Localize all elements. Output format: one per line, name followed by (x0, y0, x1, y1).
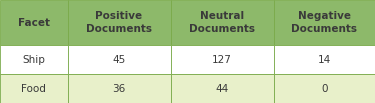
Bar (274, 74, 375, 103)
Text: Positive
Documents: Positive Documents (86, 11, 152, 34)
Text: 127: 127 (212, 55, 232, 65)
Bar (171, 45, 274, 74)
Bar (0, 45, 68, 74)
Text: 36: 36 (112, 84, 126, 94)
Bar (0, 74, 68, 103)
Text: 0: 0 (321, 84, 328, 94)
Bar (274, 45, 375, 74)
Text: 45: 45 (112, 55, 126, 65)
Bar (0, 0, 68, 45)
Bar (274, 0, 375, 45)
Bar (171, 0, 274, 45)
Text: 14: 14 (318, 55, 331, 65)
Bar (68, 74, 171, 103)
Text: 44: 44 (216, 84, 229, 94)
Text: Facet: Facet (18, 18, 50, 28)
Text: Negative
Documents: Negative Documents (291, 11, 357, 34)
Text: Neutral
Documents: Neutral Documents (189, 11, 255, 34)
Bar (68, 45, 171, 74)
Bar (171, 74, 274, 103)
Bar (68, 0, 171, 45)
Text: Food: Food (21, 84, 46, 94)
Text: Ship: Ship (22, 55, 45, 65)
